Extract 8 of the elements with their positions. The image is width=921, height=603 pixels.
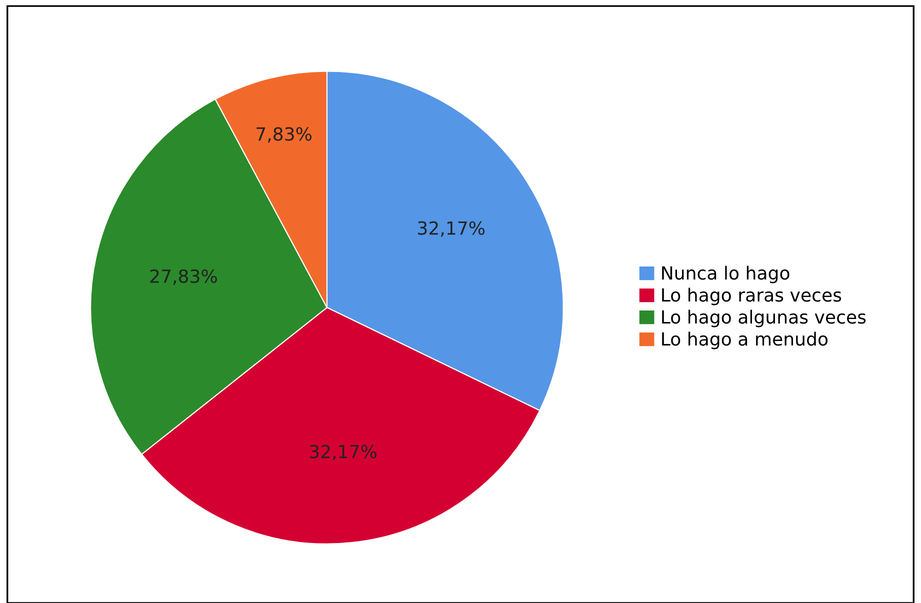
legend-label: Lo hago algunas veces — [662, 310, 866, 328]
data-label: 7,83% — [256, 127, 312, 143]
data-label: 32,17% — [418, 221, 485, 237]
legend-label: Nunca lo hago — [662, 266, 790, 284]
data-label: 27,83% — [150, 269, 217, 285]
legend-label: Lo hago a menudo — [662, 332, 828, 350]
legend-label: Lo hago raras veces — [662, 288, 842, 306]
data-label: 32,17% — [310, 444, 376, 460]
